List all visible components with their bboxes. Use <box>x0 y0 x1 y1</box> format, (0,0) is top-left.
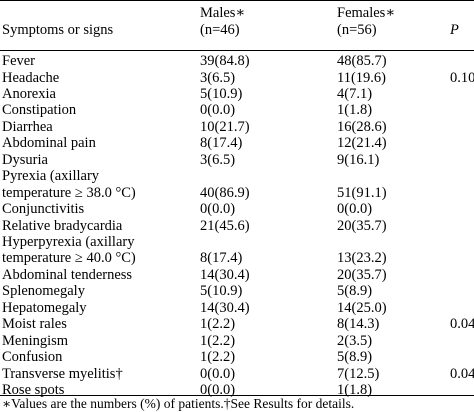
males-value: 40(86.9) <box>200 184 250 201</box>
header-bottom-rule <box>0 50 474 51</box>
females-value: 7(12.5) <box>337 365 380 382</box>
females-value: 20(35.7) <box>337 266 387 283</box>
row-label: Rose spots <box>2 382 65 398</box>
females-value: 14(25.0) <box>337 299 387 316</box>
females-value: 12(21.4) <box>337 135 387 152</box>
males-value: 14(30.4) <box>200 266 250 283</box>
males-value: 8(17.4) <box>200 135 243 152</box>
table-top-rule <box>0 0 474 1</box>
males-value: 21(45.6) <box>200 217 250 234</box>
males-value: 10(21.7) <box>200 118 250 135</box>
females-value: 8(14.3) <box>337 316 380 333</box>
header-females-n: (n=56) <box>337 22 377 38</box>
p-value: 0.04 <box>450 316 474 333</box>
females-value: 5(8.9) <box>337 349 373 366</box>
females-value: 13(23.2) <box>337 250 387 267</box>
females-value: 9(16.1) <box>337 151 380 168</box>
row-label: Dysuria <box>2 151 48 168</box>
header-symptoms-label: Symptoms or signs <box>2 22 114 38</box>
males-value: 8(17.4) <box>200 250 243 267</box>
row-label: temperature ≥ 38.0 °C) <box>2 184 136 201</box>
row-label: Pyrexia (axillary <box>2 168 100 185</box>
females-value: 1(1.8) <box>337 102 373 119</box>
p-value: 0.10 <box>450 69 474 86</box>
row-label: Hyperpyrexia (axillary <box>2 233 135 250</box>
row-label: Hepatomegaly <box>2 299 87 316</box>
header-females-label: Females∗ <box>337 5 396 21</box>
males-value: 1(2.2) <box>200 349 236 366</box>
row-label: Abdominal pain <box>2 135 96 152</box>
females-value: 20(35.7) <box>337 217 387 234</box>
row-label: Conjunctivitis <box>2 201 85 217</box>
females-value: 2(3.5) <box>337 332 373 349</box>
females-value: 4(7.1) <box>337 85 373 102</box>
header-p-label: P <box>450 22 459 38</box>
row-label: Abdominal tenderness <box>2 266 133 283</box>
table-footnote: ∗Values are the numbers (%) of patients.… <box>2 396 355 411</box>
males-value: 5(10.9) <box>200 283 243 300</box>
row-label: Transverse myelitis† <box>2 365 123 382</box>
females-value: 48(85.7) <box>337 53 387 69</box>
row-label: Headache <box>2 69 60 86</box>
row-label: Confusion <box>2 349 63 366</box>
females-value: 11(19.6) <box>337 69 386 86</box>
row-label: Anorexia <box>2 85 56 102</box>
row-label: temperature ≥ 40.0 °C) <box>2 250 136 267</box>
females-value: 16(28.6) <box>337 118 387 135</box>
row-label: Fever <box>2 53 36 69</box>
row-label: Moist rales <box>2 316 67 333</box>
females-value: 1(1.8) <box>337 382 373 398</box>
row-label: Splenomegaly <box>2 283 85 300</box>
females-value: 5(8.9) <box>337 283 373 300</box>
males-value: 3(6.5) <box>200 151 236 168</box>
row-label: Relative bradycardia <box>2 217 123 234</box>
p-value: 0.04 <box>450 365 474 382</box>
males-value: 14(30.4) <box>200 299 250 316</box>
table-bottom-rule <box>0 395 474 396</box>
males-value: 1(2.2) <box>200 316 236 333</box>
header-males-label: Males∗ <box>200 5 246 21</box>
males-value: 39(84.8) <box>200 53 250 69</box>
males-value: 0(0.0) <box>200 102 236 119</box>
row-label: Meningism <box>2 332 69 349</box>
males-value: 0(0.0) <box>200 382 236 398</box>
row-label: Constipation <box>2 102 77 119</box>
males-value: 0(0.0) <box>200 365 236 382</box>
females-value: 51(91.1) <box>337 184 387 201</box>
header-males-n: (n=46) <box>200 22 240 38</box>
males-value: 3(6.5) <box>200 69 236 86</box>
females-value: 0(0.0) <box>337 201 373 217</box>
males-value: 1(2.2) <box>200 332 236 349</box>
males-value: 0(0.0) <box>200 201 236 217</box>
males-value: 5(10.9) <box>200 85 243 102</box>
row-label: Diarrhea <box>2 118 53 135</box>
